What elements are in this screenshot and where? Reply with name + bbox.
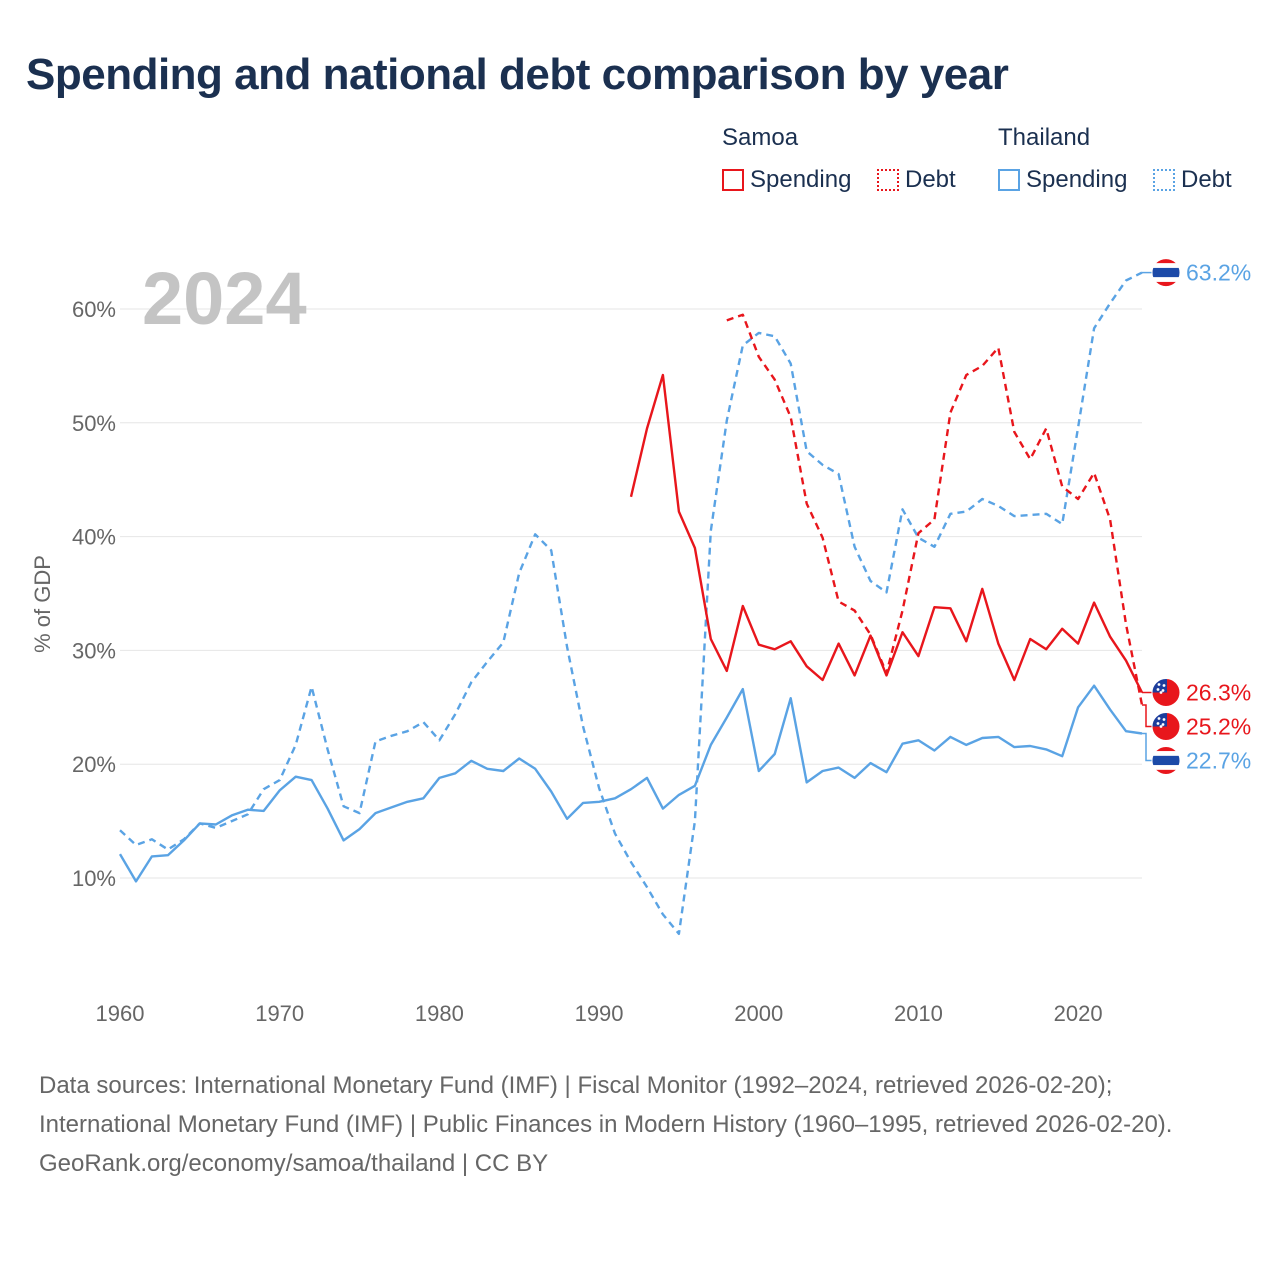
series-line-thailand-spending: [118, 684, 1143, 883]
chart-title: Spending and national debt comparison by…: [26, 50, 1009, 99]
gridlines: [120, 308, 1142, 879]
end-label-connector: [1142, 732, 1152, 762]
x-tick-label: 1970: [255, 1001, 304, 1026]
y-tick-label: 50%: [72, 411, 116, 436]
legend-group-samoa: Samoa: [722, 124, 799, 151]
series-line-samoa-spending: [629, 373, 1144, 694]
x-tick-label: 2010: [894, 1001, 943, 1026]
y-tick-label: 60%: [72, 297, 116, 322]
legend-solid-swatch: [998, 169, 1020, 191]
legend-solid-swatch: [722, 169, 744, 191]
x-tick-label: 1960: [96, 1001, 145, 1026]
x-tick-label: 1980: [415, 1001, 464, 1026]
x-tick-label: 2020: [1054, 1001, 1103, 1026]
legend-dotted-swatch: [1153, 169, 1175, 191]
y-tick-label: 20%: [72, 752, 116, 777]
legend-label: Spending: [750, 166, 852, 193]
samoa-flag-icon: [1151, 678, 1181, 708]
end-label-value: 63.2%: [1186, 260, 1251, 286]
year-label: 2024: [142, 257, 307, 340]
legend-thailand-debt[interactable]: Debt: [1153, 166, 1232, 194]
y-tick-label: 30%: [72, 638, 116, 663]
series-line-samoa-debt: [726, 313, 1144, 706]
credit-link[interactable]: GeoRank.org/economy/samoa/thailand | CC …: [39, 1150, 549, 1177]
legend-samoa-debt[interactable]: Debt: [877, 166, 956, 194]
data-sources: Data sources: International Monetary Fun…: [39, 1072, 1173, 1138]
end-label-value: 26.3%: [1186, 680, 1251, 706]
legend-dotted-swatch: [877, 169, 899, 191]
series-line-thailand-debt: [119, 271, 1143, 935]
legend-thailand-spending[interactable]: Spending: [998, 166, 1127, 194]
end-label-value: 22.7%: [1186, 748, 1251, 774]
legend-label: Debt: [1181, 166, 1232, 193]
line-chart: 10% 20% 30% 40% 50% 60% 1960 1970 1980 1990 2000 2…: [30, 257, 1251, 1026]
legend-samoa-spending[interactable]: Spending: [722, 166, 851, 194]
samoa-flag-icon: [1151, 712, 1181, 742]
y-axis-ticks: 10% 20% 30% 40% 50% 60%: [72, 297, 116, 891]
end-labels: 63.2% 26.3% 25.2% 22.7%: [1142, 258, 1251, 776]
thailand-flag-icon: [1151, 746, 1181, 776]
x-tick-label: 1990: [575, 1001, 624, 1026]
legend-label: Spending: [1026, 166, 1128, 193]
y-tick-label: 10%: [72, 866, 116, 891]
series-lines: [118, 271, 1144, 935]
x-tick-label: 2000: [734, 1001, 783, 1026]
thailand-flag-icon: [1151, 258, 1181, 288]
y-tick-label: 40%: [72, 525, 116, 550]
end-label-value: 25.2%: [1186, 714, 1251, 740]
legend-group-thailand: Thailand: [998, 124, 1091, 151]
legend-label: Debt: [905, 166, 956, 193]
x-axis-ticks: 1960 1970 1980 1990 2000 2010 2020: [96, 1001, 1103, 1026]
y-axis-label: % of GDP: [30, 555, 55, 653]
end-label-connector: [1142, 704, 1152, 728]
legend: Samoa Spending Debt Thailand Spending De…: [722, 124, 1262, 204]
footer: Data sources: International Monetary Fun…: [39, 1066, 1239, 1183]
